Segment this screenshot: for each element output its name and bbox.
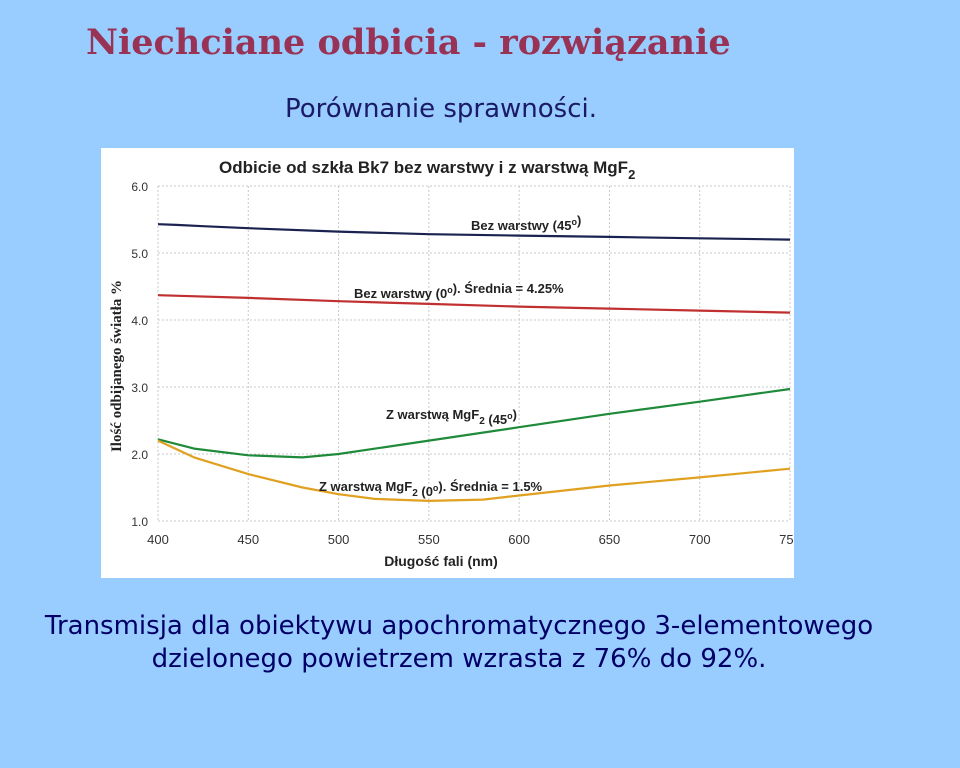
chart-svg: Odbicie od szkła Bk7 bez warstwy i z war… bbox=[109, 158, 794, 569]
y-tick-label: 6.0 bbox=[131, 180, 148, 194]
x-axis-ticks: 400 450 500 550 600 650 700 750 bbox=[147, 532, 794, 547]
slide-subtitle: Porównanie sprawności. bbox=[285, 94, 597, 124]
x-tick-label: 600 bbox=[508, 532, 530, 547]
y-tick-label: 5.0 bbox=[131, 247, 148, 261]
y-tick-label: 3.0 bbox=[131, 381, 148, 395]
x-tick-label: 700 bbox=[689, 532, 711, 547]
series-label-1: Bez warstwy (45o) bbox=[471, 213, 581, 233]
series-line-2 bbox=[157, 294, 791, 314]
footer-text: Transmisja dla obiektywu apochromatyczne… bbox=[0, 610, 918, 676]
chart-title: Odbicie od szkła Bk7 bez warstwy i z war… bbox=[219, 158, 635, 182]
series-label-4: Z warstwą MgF2 (0o). Średnia = 1.5% bbox=[319, 479, 543, 499]
x-tick-label: 650 bbox=[599, 532, 621, 547]
chart-series bbox=[157, 223, 791, 502]
chart-grid bbox=[157, 185, 791, 522]
series-line-1 bbox=[157, 223, 791, 241]
series-line-4 bbox=[157, 439, 791, 502]
x-tick-label: 550 bbox=[418, 532, 440, 547]
y-tick-label: 1.0 bbox=[131, 515, 148, 529]
y-axis-ticks: 1.0 2.0 3.0 4.0 5.0 6.0 bbox=[131, 180, 148, 529]
series-labels: Bez warstwy (45o) Bez warstwy (0o). Średn… bbox=[319, 213, 581, 499]
y-axis-label: Ilość odbijanego światła % bbox=[109, 280, 125, 452]
x-tick-label: 450 bbox=[237, 532, 259, 547]
footer-line-2: dzielonego powietrzem wzrasta z 76% do 9… bbox=[151, 644, 767, 674]
x-axis-label: Długość fali (nm) bbox=[384, 553, 498, 569]
series-label-2: Bez warstwy (0o). Średnia = 4.25% bbox=[354, 281, 564, 301]
x-tick-label: 750 bbox=[779, 532, 794, 547]
y-tick-label: 4.0 bbox=[131, 314, 148, 328]
footer-line-1: Transmisja dla obiektywu apochromatyczne… bbox=[44, 611, 874, 641]
series-label-3: Z warstwą MgF2 (45o) bbox=[386, 407, 517, 427]
x-tick-label: 400 bbox=[147, 532, 169, 547]
series-line-3 bbox=[157, 387, 791, 459]
x-tick-label: 500 bbox=[328, 532, 350, 547]
reflection-chart: Odbicie od szkła Bk7 bez warstwy i z war… bbox=[101, 148, 794, 578]
slide-title: Niechciane odbicia - rozwiązanie bbox=[86, 22, 731, 63]
y-tick-label: 2.0 bbox=[131, 448, 148, 462]
